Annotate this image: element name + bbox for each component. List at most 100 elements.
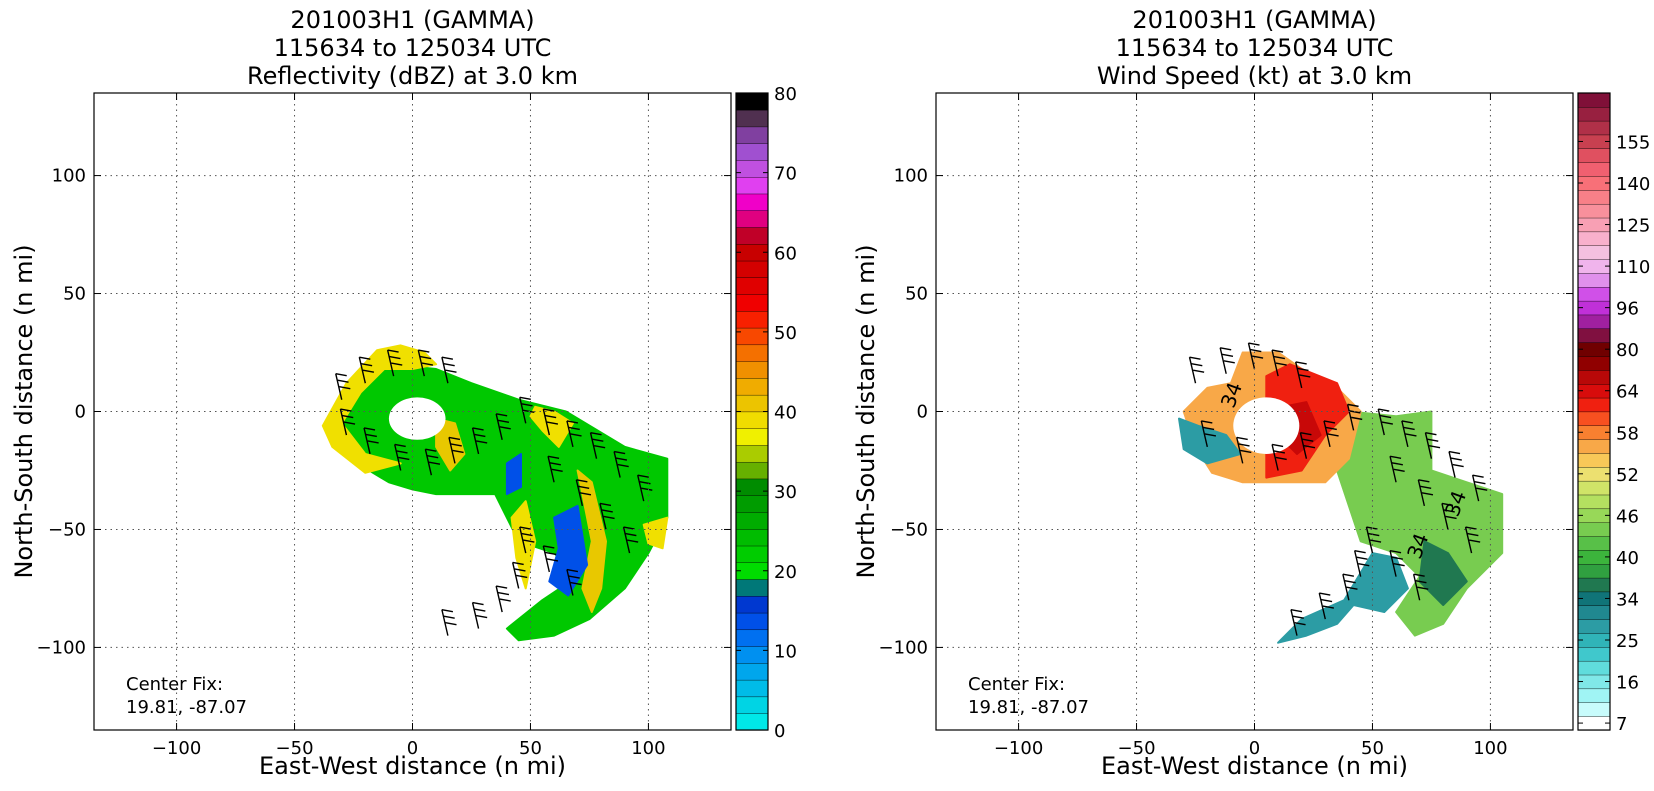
wind-barb	[511, 561, 528, 589]
colorbar-segment	[1577, 452, 1611, 468]
wind-barb	[1323, 420, 1339, 448]
colorbar-segment	[1577, 577, 1611, 593]
colorbar-segment	[1577, 480, 1611, 496]
colorbar-tick-label: 40	[1616, 548, 1639, 569]
wind-barb	[471, 601, 488, 629]
colorbar-segment	[735, 713, 769, 731]
colorbar-segment	[735, 260, 769, 278]
wind-barb	[1353, 549, 1370, 577]
colorbar-tick-label: 30	[774, 482, 797, 503]
wind-barb	[1290, 608, 1306, 636]
colorbar-segment	[1577, 438, 1611, 454]
colorbar-segment	[1577, 286, 1611, 302]
wind-barb	[424, 448, 441, 476]
colorbar-segment	[1577, 494, 1611, 510]
wind-barb	[1441, 502, 1457, 530]
colorbar-segment	[1577, 563, 1611, 579]
x-axis-label: East-West distance (n mi)	[259, 752, 566, 780]
colorbar-frame	[1577, 92, 1611, 731]
colorbar-segment	[1577, 272, 1611, 288]
wind-barb	[1247, 342, 1264, 370]
colorbar-segment	[1577, 231, 1611, 246]
x-tick-label: −50	[276, 738, 314, 759]
colorbar-segment	[735, 478, 769, 496]
chart-title-line-1: 201003H1 (GAMMA)	[1132, 6, 1376, 34]
colorbar-segment	[1577, 619, 1611, 634]
colorbar-segment	[1577, 688, 1611, 703]
colorbar-tick-label: 40	[774, 403, 797, 424]
colorbar-tick-label: 50	[774, 323, 797, 344]
colorbar-segment	[735, 310, 769, 329]
colorbar-segment	[735, 645, 769, 664]
wind-barb	[1299, 431, 1316, 459]
center-fix-annotation: 19.81, -87.07	[968, 697, 1089, 718]
colorbar-tick-label: 70	[774, 164, 797, 185]
colorbar-segment	[1577, 646, 1611, 662]
colorbar-segment	[735, 444, 769, 463]
wind-barb	[599, 502, 615, 530]
wind-barb	[1389, 549, 1405, 577]
wind-barb	[547, 455, 563, 483]
colorbar-tick-label: 110	[1616, 257, 1650, 278]
colorbar-tick-label: 34	[1616, 589, 1639, 610]
colorbar-segment	[735, 176, 769, 195]
y-axis-label: North-South distance (n mi)	[10, 244, 38, 578]
colorbar-segment	[735, 327, 769, 346]
colorbar-segment	[735, 411, 769, 429]
colorbar-segment	[1577, 605, 1611, 620]
colorbar-segment	[735, 679, 769, 698]
y-tick-label: 0	[75, 402, 86, 423]
colorbar-segment	[735, 495, 769, 513]
y-tick-label: 50	[905, 284, 928, 305]
eye-region	[1233, 397, 1300, 454]
x-tick-label: −100	[152, 738, 201, 759]
colorbar-segment	[1577, 92, 1611, 108]
wind-barb	[386, 349, 403, 377]
colorbar-segment	[735, 595, 769, 614]
center-fix-annotation: Center Fix:	[126, 674, 223, 695]
wind-barb	[1389, 455, 1405, 483]
wind-barb	[441, 608, 457, 636]
colorbar-tick-label: 25	[1616, 631, 1639, 652]
colorbar-segment	[1577, 245, 1611, 260]
colorbar-segment	[735, 344, 769, 362]
chart-title-line-3: Reflectivity (dBZ) at 3.0 km	[247, 62, 578, 90]
colorbar-tick-label: 96	[1616, 299, 1639, 320]
colorbar-segment	[735, 578, 769, 597]
wind-barb	[1424, 431, 1441, 459]
wind-barb	[1295, 361, 1311, 389]
wind-barb	[1236, 436, 1252, 464]
plot-area	[321, 344, 669, 642]
colorbar-tick-label: 20	[774, 562, 797, 583]
colorbar-segment	[735, 210, 769, 228]
wind-barb	[1471, 474, 1488, 502]
colorbar-segment	[735, 528, 769, 547]
y-tick-label: −50	[890, 519, 928, 540]
colorbar-segment	[1577, 355, 1611, 371]
colorbar-segment	[735, 126, 769, 144]
x-tick-label: 0	[407, 738, 418, 759]
colorbar-segment	[735, 377, 769, 396]
wind-barb	[1448, 450, 1464, 478]
colorbar-segment	[1577, 411, 1611, 426]
data-field-6	[1277, 552, 1409, 644]
colorbar-segment	[735, 193, 769, 211]
y-tick-label: −100	[879, 637, 928, 658]
colorbar-tick-label: 10	[774, 641, 797, 662]
colorbar-tick-label: 52	[1616, 465, 1639, 486]
wind-barb	[1271, 443, 1287, 471]
chart-title-line-2: 115634 to 125034 UTC	[274, 34, 552, 62]
data-field-8	[642, 516, 669, 550]
wind-barb	[566, 420, 582, 448]
wind-barb	[542, 545, 559, 573]
wind-barb	[1200, 420, 1217, 448]
wind-barb	[589, 431, 606, 459]
colorbar-segment	[1577, 189, 1611, 205]
chart-title-line-3: Wind Speed (kt) at 3.0 km	[1097, 62, 1412, 90]
colorbar-segment	[735, 159, 769, 178]
colorbar-segment	[1577, 148, 1611, 163]
colorbar-tick-label: 64	[1616, 382, 1639, 403]
wind-barb	[495, 413, 511, 440]
